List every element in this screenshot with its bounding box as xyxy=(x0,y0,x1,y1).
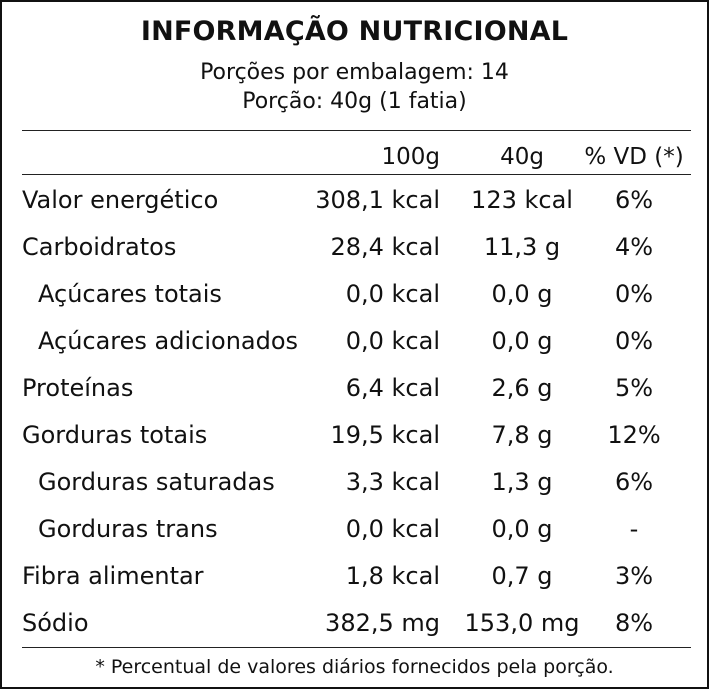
value-per-serving: 1,3 g xyxy=(491,468,553,496)
servings-per-package: Porções por embalagem: 14 xyxy=(200,60,509,85)
value-per-serving: 11,3 g xyxy=(483,233,561,261)
value-per-serving: 0,0 g xyxy=(491,327,553,355)
column-header-serving: 40g xyxy=(500,144,544,170)
value-per-100g: 6,4 kcal xyxy=(345,374,440,402)
daily-value: - xyxy=(629,515,639,543)
nutrient-name: Açúcares adicionados xyxy=(38,327,299,355)
serving-info: Porções por embalagem: 14 Porção: 40g (1… xyxy=(2,58,707,116)
header-top-rule xyxy=(22,130,691,131)
nutrient-name: Gorduras totais xyxy=(22,421,208,449)
value-per-100g: 0,0 kcal xyxy=(345,515,440,543)
daily-value: 4% xyxy=(614,233,654,261)
value-per-100g: 0,0 kcal xyxy=(345,280,440,308)
value-per-serving: 2,6 g xyxy=(491,374,553,402)
value-per-100g: 308,1 kcal xyxy=(315,186,440,214)
column-header-100g: 100g xyxy=(381,144,441,170)
daily-value: 0% xyxy=(614,280,654,308)
value-per-serving: 123 kcal xyxy=(471,186,573,214)
nutrient-name: Sódio xyxy=(22,609,89,637)
daily-value: 6% xyxy=(614,468,654,496)
daily-value: 12% xyxy=(607,421,661,449)
nutrient-name: Gorduras saturadas xyxy=(38,468,275,496)
label-title: INFORMAÇÃO NUTRICIONAL xyxy=(140,16,569,47)
value-per-100g: 1,8 kcal xyxy=(345,562,440,590)
value-per-serving: 0,7 g xyxy=(491,562,553,590)
daily-value: 3% xyxy=(614,562,654,590)
daily-value: 8% xyxy=(614,609,654,637)
nutrient-name: Proteínas xyxy=(22,374,134,402)
nutrient-name: Fibra alimentar xyxy=(22,562,204,590)
value-per-serving: 0,0 g xyxy=(491,280,553,308)
daily-value: 0% xyxy=(614,327,654,355)
serving-size: Porção: 40g (1 fatia) xyxy=(242,89,467,114)
nutrient-name: Açúcares totais xyxy=(38,280,222,308)
header-bottom-rule xyxy=(22,174,691,175)
value-per-serving: 153,0 mg xyxy=(464,609,580,637)
value-per-100g: 0,0 kcal xyxy=(345,327,440,355)
value-per-100g: 28,4 kcal xyxy=(330,233,440,261)
daily-value: 6% xyxy=(614,186,654,214)
table-bottom-rule xyxy=(22,647,691,648)
value-per-100g: 3,3 kcal xyxy=(345,468,440,496)
column-header-dv: % VD (*) xyxy=(584,144,684,170)
value-per-serving: 0,0 g xyxy=(491,515,553,543)
nutrient-name: Carboidratos xyxy=(22,233,177,261)
value-per-serving: 7,8 g xyxy=(491,421,553,449)
value-per-100g: 19,5 kcal xyxy=(330,421,440,449)
daily-value: 5% xyxy=(614,374,654,402)
nutrient-name: Gorduras trans xyxy=(38,515,218,543)
footnote: * Percentual de valores diários fornecid… xyxy=(95,656,614,678)
value-per-100g: 382,5 mg xyxy=(325,609,440,637)
nutrient-name: Valor energético xyxy=(22,186,219,214)
